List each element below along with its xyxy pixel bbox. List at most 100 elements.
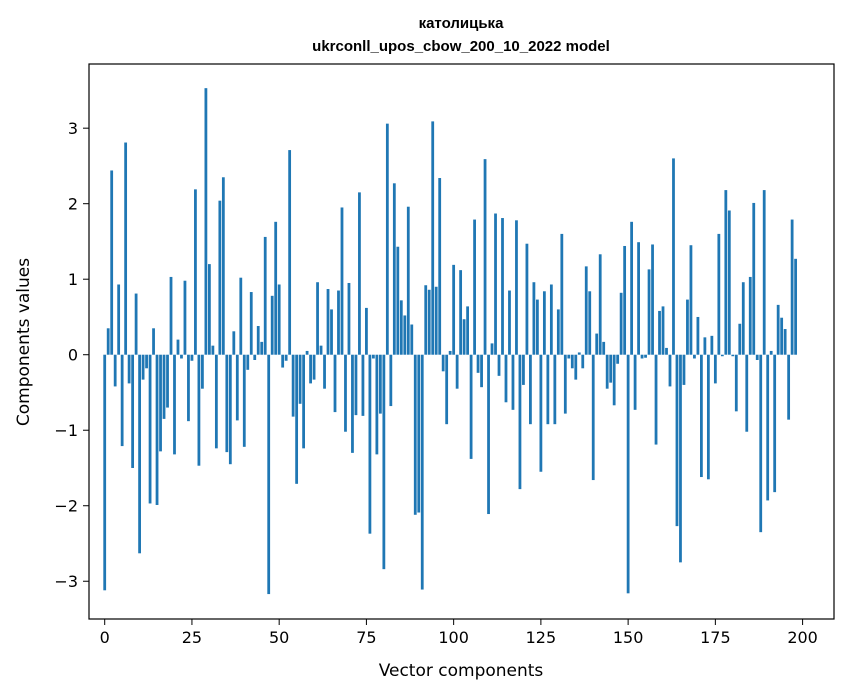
bar-158: [654, 354, 658, 445]
bar-36: [228, 354, 232, 465]
bar-92: [424, 285, 428, 355]
bar-101: [455, 354, 459, 389]
bar-13: [148, 354, 152, 504]
bar-125: [539, 354, 543, 472]
y-tick-label: 0: [68, 346, 78, 365]
bar-100: [452, 264, 456, 355]
bar-146: [612, 354, 616, 406]
bar-79: [378, 354, 382, 414]
bar-177: [720, 354, 724, 357]
bar-25: [190, 354, 194, 361]
bar-187: [755, 354, 759, 360]
bar-67: [337, 290, 340, 355]
bar-87: [406, 206, 410, 355]
bar-127: [546, 354, 550, 425]
x-tick-label: 0: [100, 628, 110, 647]
bar-117: [511, 354, 515, 410]
y-tick-label: −2: [54, 497, 78, 516]
bar-46: [263, 236, 267, 355]
y-tick-label: 1: [68, 270, 78, 289]
x-tick-label: 75: [356, 628, 376, 647]
bar-99: [448, 350, 452, 355]
bar-52: [284, 354, 288, 361]
bar-94: [431, 121, 435, 355]
bar-182: [738, 323, 742, 355]
bar-49: [274, 221, 278, 355]
bar-162: [668, 354, 672, 387]
bar-136: [577, 352, 581, 355]
bar-27: [197, 354, 201, 466]
bar-24: [187, 354, 190, 422]
bar-35: [225, 354, 229, 453]
y-tick-label: −1: [54, 421, 78, 440]
bar-75: [365, 307, 368, 355]
bar-188: [759, 354, 763, 533]
bar-189: [762, 190, 766, 355]
bar-157: [651, 244, 654, 355]
bar-112: [494, 213, 497, 355]
bar-26: [194, 189, 197, 355]
bar-78: [375, 354, 379, 455]
bar-47: [267, 354, 271, 595]
bar-17: [162, 354, 166, 419]
bar-51: [281, 354, 285, 368]
bar-185: [748, 276, 752, 355]
bar-145: [609, 354, 613, 383]
bar-193: [776, 304, 780, 355]
x-tick-label: 200: [787, 628, 818, 647]
bar-32: [214, 354, 218, 449]
bar-3: [113, 354, 117, 387]
bar-194: [780, 317, 784, 355]
bar-176: [717, 233, 721, 355]
bar-151: [630, 221, 634, 355]
bar-9: [134, 293, 138, 355]
bar-68: [340, 207, 344, 355]
bar-180: [731, 354, 735, 357]
bar-130: [556, 309, 560, 355]
bar-105: [469, 354, 473, 459]
bar-45: [260, 341, 264, 355]
y-axis-ticks: −3 −2 −1 0 1 2 3: [54, 119, 89, 591]
bar-20: [173, 354, 176, 455]
bar-6: [124, 142, 128, 355]
bar-113: [497, 354, 501, 376]
bar-12: [145, 354, 148, 369]
bar-81: [385, 123, 389, 355]
bar-174: [710, 335, 714, 355]
bar-153: [637, 242, 640, 355]
bar-133: [567, 354, 571, 359]
bar-156: [647, 269, 651, 355]
bar-10: [138, 354, 141, 554]
bar-118: [515, 220, 518, 355]
bar-73: [358, 192, 361, 355]
bar-38: [235, 354, 239, 421]
bar-86: [403, 315, 407, 355]
bar-2: [110, 170, 114, 355]
bar-60: [312, 354, 316, 380]
bar-7: [127, 354, 131, 384]
bar-0: [103, 354, 107, 591]
bar-149: [623, 245, 627, 355]
y-tick-label: −3: [54, 572, 78, 591]
bar-91: [420, 354, 424, 590]
bar-131: [560, 233, 564, 355]
x-tick-label: 100: [438, 628, 469, 647]
bar-83: [392, 183, 396, 355]
bar-39: [239, 277, 243, 355]
bar-57: [302, 354, 305, 449]
bar-34: [221, 177, 225, 355]
bar-190: [766, 354, 770, 501]
bar-109: [483, 159, 487, 355]
bar-198: [794, 258, 798, 355]
bar-50: [277, 284, 281, 355]
bar-147: [616, 354, 620, 364]
bar-44: [256, 326, 260, 355]
bar-192: [773, 354, 777, 493]
bar-121: [525, 243, 529, 355]
x-tick-label: 150: [613, 628, 644, 647]
bar-98: [445, 354, 449, 425]
bar-186: [752, 202, 756, 355]
bar-1: [106, 328, 110, 355]
bar-104: [466, 306, 469, 355]
bar-15: [155, 354, 159, 505]
